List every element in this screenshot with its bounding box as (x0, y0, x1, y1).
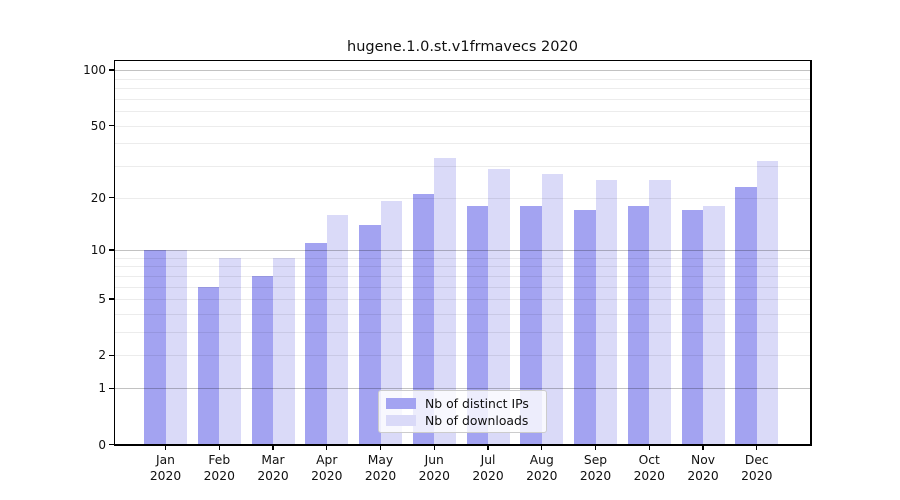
x-tick-mark-mar (272, 445, 274, 450)
bar-distinct-ips-jun (412, 193, 435, 445)
gridline-minor-7 (115, 275, 810, 277)
bar-downloads-apr (326, 214, 349, 445)
x-tick-label-jan: Jan 2020 (149, 452, 182, 483)
gridline-minor-20 (115, 197, 810, 199)
bar-distinct-ips-feb (197, 286, 220, 445)
bar-downloads-dec (756, 160, 779, 445)
x-tick-mark-oct (648, 445, 650, 450)
spine-top (113, 59, 812, 61)
legend-item-distinct-ips: Nb of distinct IPs (386, 395, 540, 411)
x-tick-label-feb: Feb 2020 (203, 452, 235, 483)
bar-distinct-ips-dec (735, 186, 757, 445)
y-tick-mark-20 (109, 196, 114, 199)
y-tick-mark-50 (109, 124, 114, 127)
y-tick-mark-0 (109, 443, 114, 446)
legend-swatch-downloads (386, 414, 416, 426)
gridline-minor-8 (115, 266, 810, 268)
y-tick-mark-1 (109, 387, 114, 389)
y-tick-mark-5 (109, 298, 114, 300)
x-tick-mark-aug (541, 445, 543, 450)
gridline-major-1 (115, 388, 810, 390)
y-tick-mark-100 (109, 69, 114, 71)
x-tick-mark-jul (487, 445, 489, 450)
x-tick-label-aug: Aug 2020 (526, 452, 558, 483)
x-tick-label-may: May 2020 (364, 452, 397, 483)
gridline-minor-40 (115, 143, 810, 145)
bar-downloads-mar (273, 257, 295, 445)
bar-distinct-ips-sep (574, 210, 596, 445)
bar-downloads-jun (434, 158, 456, 445)
y-tick-label-50: 50 (90, 118, 106, 133)
bar-downloads-oct (649, 180, 671, 445)
bar-downloads-aug (541, 174, 564, 445)
x-tick-mark-jan (164, 445, 167, 450)
bar-distinct-ips-mar (251, 275, 273, 445)
x-tick-label-jun: Jun 2020 (418, 452, 450, 483)
bar-distinct-ips-nov (681, 210, 703, 445)
bar-downloads-feb (219, 257, 241, 445)
x-tick-label-mar: Mar 2020 (257, 452, 289, 483)
gridline-minor-4 (115, 313, 810, 315)
gridline-minor-60 (115, 111, 810, 112)
x-tick-mark-feb (218, 445, 220, 450)
y-tick-mark-10 (109, 249, 114, 251)
x-tick-label-apr: Apr 2020 (311, 452, 343, 483)
gridline-major-10 (115, 249, 810, 251)
x-tick-mark-nov (702, 445, 704, 450)
legend: Nb of distinct IPs Nb of downloads (378, 390, 547, 433)
legend-label-downloads: Nb of downloads (425, 412, 529, 428)
legend-swatch-distinct-ips (386, 397, 416, 409)
gridline-minor-90 (115, 78, 810, 80)
x-tick-label-oct: Oct 2020 (633, 452, 665, 483)
x-tick-label-sep: Sep 2020 (579, 452, 612, 483)
legend-item-downloads: Nb of downloads (386, 412, 540, 428)
y-tick-mark-2 (109, 354, 114, 357)
gridline-minor-30 (115, 165, 810, 167)
bar-distinct-ips-may (359, 224, 381, 445)
gridline-minor-5 (115, 299, 810, 301)
gridline-minor-3 (115, 332, 810, 334)
bar-distinct-ips-jan (144, 249, 166, 445)
legend-label-distinct-ips: Nb of distinct IPs (425, 395, 529, 411)
spine-bottom (113, 444, 812, 446)
gridline-minor-70 (115, 98, 810, 100)
x-tick-label-jul: Jul 2020 (472, 452, 504, 483)
bar-distinct-ips-jul (466, 205, 488, 445)
gridline-minor-2 (115, 355, 810, 357)
gridline-minor-9 (115, 257, 810, 259)
bar-downloads-jan (165, 249, 187, 445)
bar-distinct-ips-oct (627, 205, 650, 445)
bar-downloads-nov (703, 205, 725, 445)
chart-title: hugene.1.0.st.v1frmavecs 2020 (347, 39, 578, 55)
y-tick-label-2: 2 (98, 348, 106, 363)
y-tick-label-0: 0 (98, 437, 106, 452)
bar-downloads-may (380, 201, 402, 445)
bar-distinct-ips-aug (520, 205, 542, 445)
bar-distinct-ips-apr (305, 242, 327, 445)
y-tick-label-20: 20 (90, 190, 106, 205)
gridline-minor-50 (115, 125, 810, 127)
spine-right (810, 59, 812, 446)
plot-area (115, 61, 810, 445)
bar-downloads-sep (595, 180, 617, 445)
gridline-minor-80 (115, 88, 810, 89)
gridline-major-100 (115, 70, 810, 72)
x-tick-mark-sep (594, 445, 597, 450)
y-tick-label-5: 5 (98, 292, 106, 307)
y-tick-label-10: 10 (90, 242, 106, 257)
x-tick-mark-apr (326, 445, 328, 450)
x-tick-mark-may (379, 445, 382, 450)
spine-left (113, 59, 115, 446)
x-tick-mark-dec (756, 445, 758, 450)
bar-downloads-jul (488, 168, 510, 445)
x-tick-label-nov: Nov 2020 (687, 452, 719, 483)
y-tick-label-1: 1 (98, 381, 106, 396)
y-tick-label-100: 100 (83, 63, 106, 78)
x-tick-mark-jun (433, 445, 435, 450)
gridline-minor-6 (115, 286, 810, 288)
x-tick-label-dec: Dec 2020 (741, 452, 773, 483)
